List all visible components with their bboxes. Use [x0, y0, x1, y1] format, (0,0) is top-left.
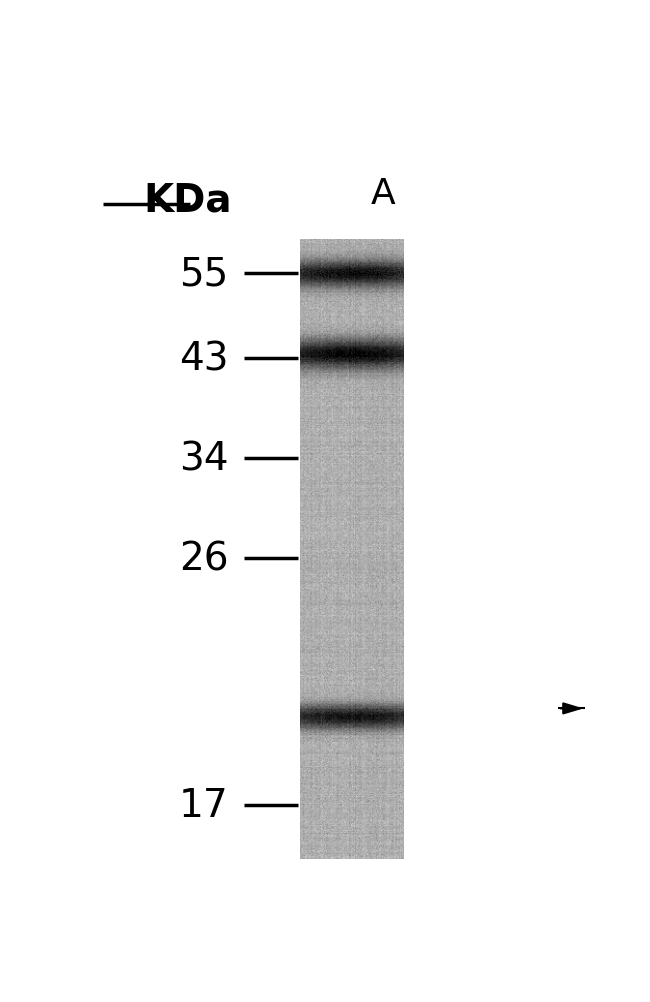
Text: KDa: KDa	[143, 181, 232, 219]
Text: 43: 43	[179, 340, 229, 378]
Text: 34: 34	[179, 440, 229, 478]
Text: 26: 26	[179, 540, 229, 578]
Text: 55: 55	[179, 256, 229, 293]
Text: A: A	[371, 177, 396, 211]
Text: 17: 17	[179, 786, 229, 824]
